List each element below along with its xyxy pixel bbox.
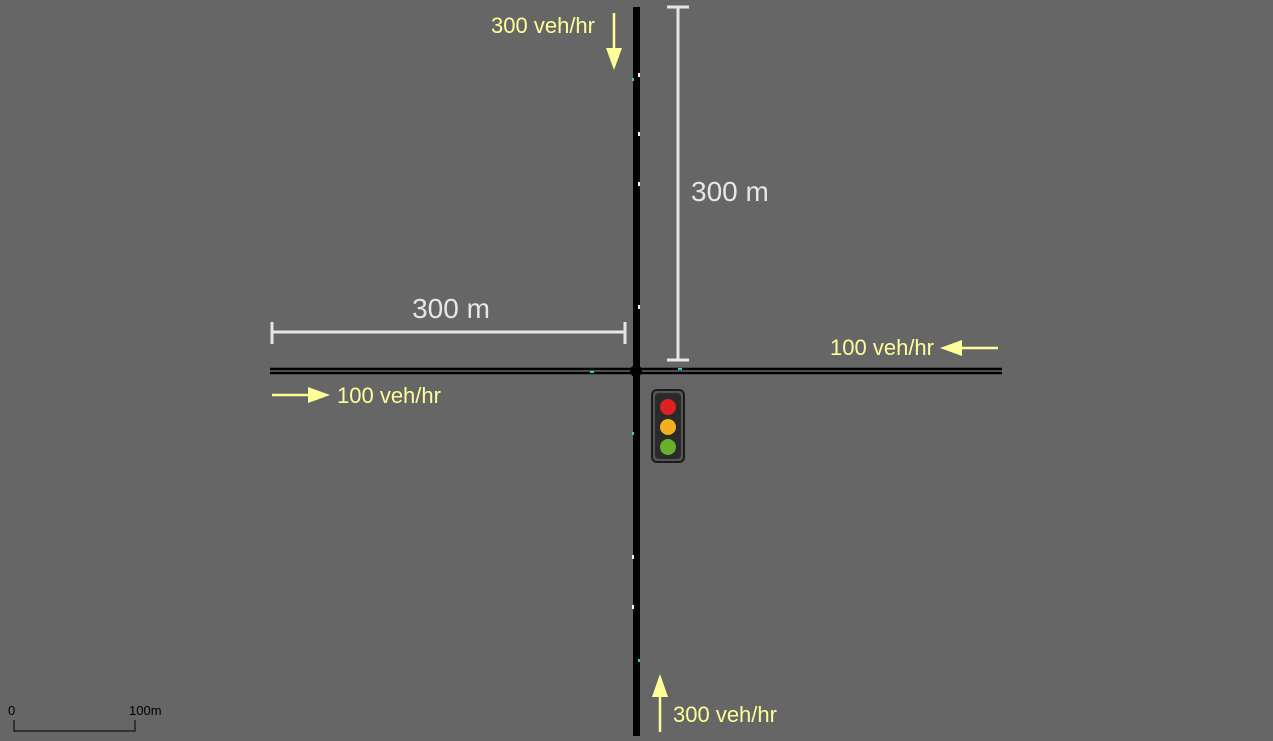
vertical-dimension: [667, 5, 689, 362]
junction-node: [630, 365, 642, 377]
west-inflow-arrow-icon: [272, 387, 330, 403]
west-inflow-label: 100 veh/hr: [337, 383, 441, 408]
roads: [270, 7, 1002, 736]
horizontal-dimension: [270, 322, 627, 344]
detector-marks: [632, 73, 640, 609]
detector-marks-cyan: [590, 78, 682, 662]
horizontal-dimension-label: 300 m: [412, 293, 490, 324]
east-inflow-arrow-icon: [940, 340, 998, 356]
south-inflow-arrow-icon: [652, 674, 668, 732]
traffic-light-icon: [651, 389, 685, 463]
scale-bar: 0 100m: [8, 703, 162, 732]
yellow-lamp: [660, 419, 676, 435]
east-inflow-label: 100 veh/hr: [830, 335, 934, 360]
scale-bar-start-label: 0: [8, 703, 15, 718]
scale-bar-end-label: 100m: [129, 703, 162, 718]
north-inflow-label: 300 veh/hr: [491, 13, 595, 38]
green-lamp: [660, 439, 676, 455]
red-lamp: [660, 399, 676, 415]
vertical-dimension-label: 300 m: [691, 176, 769, 207]
south-inflow-label: 300 veh/hr: [673, 702, 777, 727]
north-inflow-arrow-icon: [606, 13, 622, 70]
